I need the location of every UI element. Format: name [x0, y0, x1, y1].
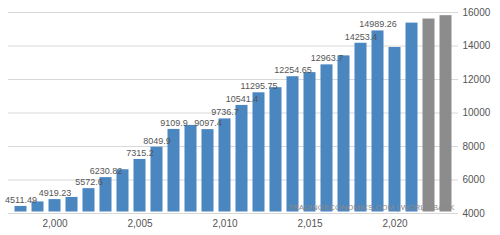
svg-text:2,020: 2,020 — [382, 218, 407, 229]
svg-text:4511.49: 4511.49 — [5, 195, 37, 205]
svg-text:2,015: 2,015 — [297, 218, 322, 229]
svg-text:4919.23: 4919.23 — [39, 188, 72, 198]
svg-text:6230.82: 6230.82 — [90, 166, 123, 176]
svg-text:9109.9: 9109.9 — [160, 118, 188, 128]
svg-text:2,005: 2,005 — [127, 218, 152, 229]
svg-text:TRADINGECONOMICS.COM | WORLD B: TRADINGECONOMICS.COM | WORLD BANK — [288, 203, 455, 212]
svg-text:16000: 16000 — [463, 7, 491, 18]
svg-text:9097.4: 9097.4 — [194, 118, 222, 128]
svg-text:12000: 12000 — [463, 74, 491, 85]
svg-text:12254.65: 12254.65 — [274, 65, 312, 75]
svg-text:14253.4: 14253.4 — [345, 32, 378, 42]
svg-text:14989.26: 14989.26 — [359, 19, 397, 29]
svg-text:6000: 6000 — [463, 174, 486, 185]
svg-text:2,010: 2,010 — [212, 218, 237, 229]
svg-text:7315.2: 7315.2 — [126, 148, 154, 158]
svg-text:10541.4: 10541.4 — [226, 94, 259, 104]
svg-text:2,000: 2,000 — [42, 218, 67, 229]
svg-text:4000: 4000 — [463, 208, 486, 219]
svg-text:8000: 8000 — [463, 141, 486, 152]
svg-text:8049.9: 8049.9 — [143, 136, 171, 146]
svg-text:11295.75: 11295.75 — [241, 81, 278, 91]
svg-text:12963.7: 12963.7 — [311, 53, 344, 63]
svg-text:5572.6: 5572.6 — [75, 177, 103, 187]
svg-text:14000: 14000 — [463, 40, 491, 51]
svg-text:10000: 10000 — [463, 107, 491, 118]
svg-text:9736.7: 9736.7 — [211, 107, 239, 117]
